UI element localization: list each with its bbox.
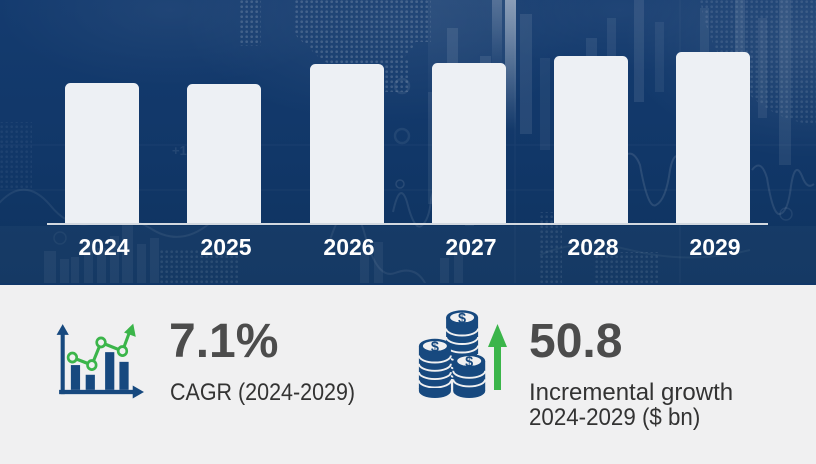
- svg-text:$: $: [431, 339, 439, 355]
- svg-text:$: $: [458, 311, 466, 327]
- svg-text:$: $: [465, 354, 473, 370]
